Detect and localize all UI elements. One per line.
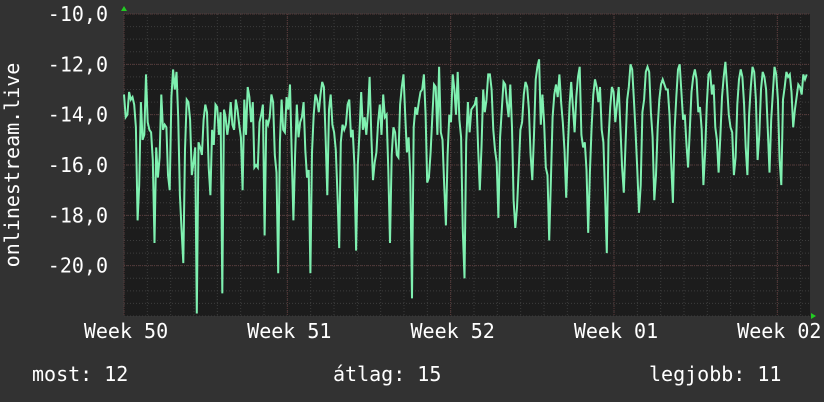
x-tick-label: Week 52 (411, 319, 495, 343)
footer-best: legjobb: 11 (649, 362, 781, 386)
y-tick-label: -20,0 (48, 254, 108, 278)
x-tick-label: Week 02 (737, 319, 821, 343)
average-label: átlag: (333, 362, 406, 386)
x-axis-arrow-icon (811, 313, 816, 319)
best-label: legjobb: (649, 362, 746, 386)
x-tick-label: Week 01 (574, 319, 658, 343)
footer-last: most: 12 (32, 362, 128, 386)
x-tick-label: Week 50 (84, 319, 168, 343)
series-line (123, 59, 808, 314)
x-tick-label: Week 51 (247, 319, 331, 343)
y-tick-label: -14,0 (48, 103, 108, 127)
major-grid (123, 13, 810, 316)
y-axis-arrow-icon (121, 6, 127, 11)
last-value: 12 (104, 362, 129, 386)
x-axis-tick-labels: Week 50 Week 51 Week 52 Week 01 Week 02 (84, 319, 822, 343)
chart: -10,0-12,0-14,0-16,0-18,0-20,0 Week 50 We… (0, 2, 822, 343)
average-value: 15 (417, 362, 442, 386)
axis-markers (121, 6, 816, 319)
y-tick-label: -10,0 (48, 2, 108, 26)
y-tick-label: -18,0 (48, 203, 108, 227)
y-axis-label: onlinestream.live (0, 63, 24, 268)
y-tick-label: -12,0 (48, 52, 108, 76)
best-value: 11 (757, 362, 782, 386)
y-axis-tick-labels: -10,0 -12,0 -14,0 -16,0 -18,0 -20,0 (48, 2, 108, 278)
y-tick-label: -16,0 (48, 153, 108, 177)
last-label: most: (32, 362, 93, 386)
footer-average: átlag: 15 (333, 362, 441, 386)
